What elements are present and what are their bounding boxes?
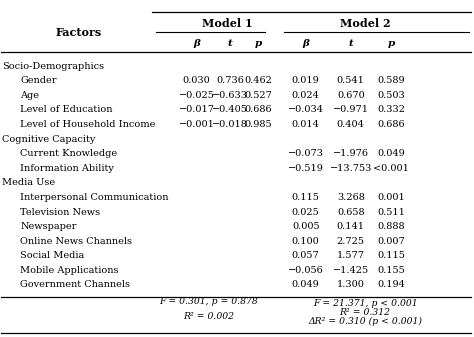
Text: Level of Education: Level of Education	[20, 105, 113, 115]
Text: 0.404: 0.404	[337, 120, 365, 129]
Text: 0.100: 0.100	[292, 237, 319, 246]
Text: β: β	[302, 39, 309, 48]
Text: Government Channels: Government Channels	[20, 280, 130, 289]
Text: 0.511: 0.511	[377, 208, 405, 216]
Text: Mobile Applications: Mobile Applications	[20, 266, 119, 275]
Text: 0.589: 0.589	[377, 76, 405, 85]
Text: 0.115: 0.115	[292, 193, 319, 202]
Text: β: β	[193, 39, 200, 48]
Text: Model 1: Model 1	[202, 18, 253, 29]
Text: 0.001: 0.001	[377, 193, 405, 202]
Text: −0.405: −0.405	[212, 105, 248, 115]
Text: 0.670: 0.670	[337, 91, 365, 100]
Text: Interpersonal Communication: Interpersonal Communication	[20, 193, 169, 202]
Text: −0.971: −0.971	[333, 105, 369, 115]
Text: −0.073: −0.073	[288, 149, 324, 158]
Text: 0.527: 0.527	[245, 91, 272, 100]
Text: <0.001: <0.001	[373, 164, 409, 173]
Text: 0.019: 0.019	[292, 76, 319, 85]
Text: Level of Household Income: Level of Household Income	[20, 120, 156, 129]
Text: 0.030: 0.030	[183, 76, 210, 85]
Text: 0.115: 0.115	[377, 251, 405, 260]
Text: 3.268: 3.268	[337, 193, 365, 202]
Text: R² = 0.002: R² = 0.002	[183, 312, 234, 321]
Text: −1.425: −1.425	[333, 266, 369, 275]
Text: Model 2: Model 2	[340, 18, 390, 29]
Text: R² = 0.312: R² = 0.312	[339, 308, 391, 317]
Text: Current Knowledge: Current Knowledge	[20, 149, 118, 158]
Text: 0.005: 0.005	[292, 222, 319, 231]
Text: −0.018: −0.018	[212, 120, 248, 129]
Text: −0.519: −0.519	[288, 164, 324, 173]
Text: Cognitive Capacity: Cognitive Capacity	[2, 135, 96, 144]
Text: 0.025: 0.025	[292, 208, 319, 216]
Text: 0.541: 0.541	[337, 76, 365, 85]
Text: Media Use: Media Use	[2, 178, 55, 187]
Text: 0.057: 0.057	[292, 251, 319, 260]
Text: 0.888: 0.888	[377, 222, 405, 231]
Text: −0.001: −0.001	[179, 120, 215, 129]
Text: 0.014: 0.014	[292, 120, 319, 129]
Text: p: p	[387, 39, 395, 48]
Text: −0.633: −0.633	[212, 91, 248, 100]
Text: 0.141: 0.141	[337, 222, 365, 231]
Text: 0.024: 0.024	[292, 91, 319, 100]
Text: −0.017: −0.017	[179, 105, 215, 115]
Text: 0.194: 0.194	[377, 280, 405, 289]
Text: Age: Age	[20, 91, 39, 100]
Text: −0.025: −0.025	[179, 91, 215, 100]
Text: Television News: Television News	[20, 208, 100, 216]
Text: p: p	[255, 39, 262, 48]
Text: Social Media: Social Media	[20, 251, 85, 260]
Text: 0.985: 0.985	[245, 120, 272, 129]
Text: 0.007: 0.007	[377, 237, 405, 246]
Text: 0.658: 0.658	[337, 208, 365, 216]
Text: 0.332: 0.332	[377, 105, 405, 115]
Text: 0.736: 0.736	[216, 76, 244, 85]
Text: ΔR² = 0.310 (p < 0.001): ΔR² = 0.310 (p < 0.001)	[308, 317, 422, 326]
Text: 0.049: 0.049	[292, 280, 319, 289]
Text: 1.300: 1.300	[337, 280, 365, 289]
Text: −1.976: −1.976	[333, 149, 369, 158]
Text: t: t	[348, 39, 353, 48]
Text: F = 0.301, p = 0.878: F = 0.301, p = 0.878	[159, 298, 258, 306]
Text: t: t	[228, 39, 232, 48]
Text: Newspaper: Newspaper	[20, 222, 77, 231]
Text: Factors: Factors	[55, 27, 101, 37]
Text: 0.503: 0.503	[377, 91, 405, 100]
Text: Gender: Gender	[20, 76, 57, 85]
Text: 2.725: 2.725	[337, 237, 365, 246]
Text: 0.155: 0.155	[377, 266, 405, 275]
Text: Information Ability: Information Ability	[20, 164, 114, 173]
Text: 0.049: 0.049	[377, 149, 405, 158]
Text: Socio-Demographics: Socio-Demographics	[2, 62, 104, 71]
Text: −0.056: −0.056	[288, 266, 324, 275]
Text: −0.034: −0.034	[288, 105, 324, 115]
Text: 0.686: 0.686	[245, 105, 272, 115]
Text: Online News Channels: Online News Channels	[20, 237, 132, 246]
Text: 1.577: 1.577	[337, 251, 365, 260]
Text: F = 21.371, p < 0.001: F = 21.371, p < 0.001	[313, 300, 417, 308]
Text: 0.462: 0.462	[245, 76, 272, 85]
Text: −13.753: −13.753	[329, 164, 372, 173]
Text: 0.686: 0.686	[377, 120, 405, 129]
